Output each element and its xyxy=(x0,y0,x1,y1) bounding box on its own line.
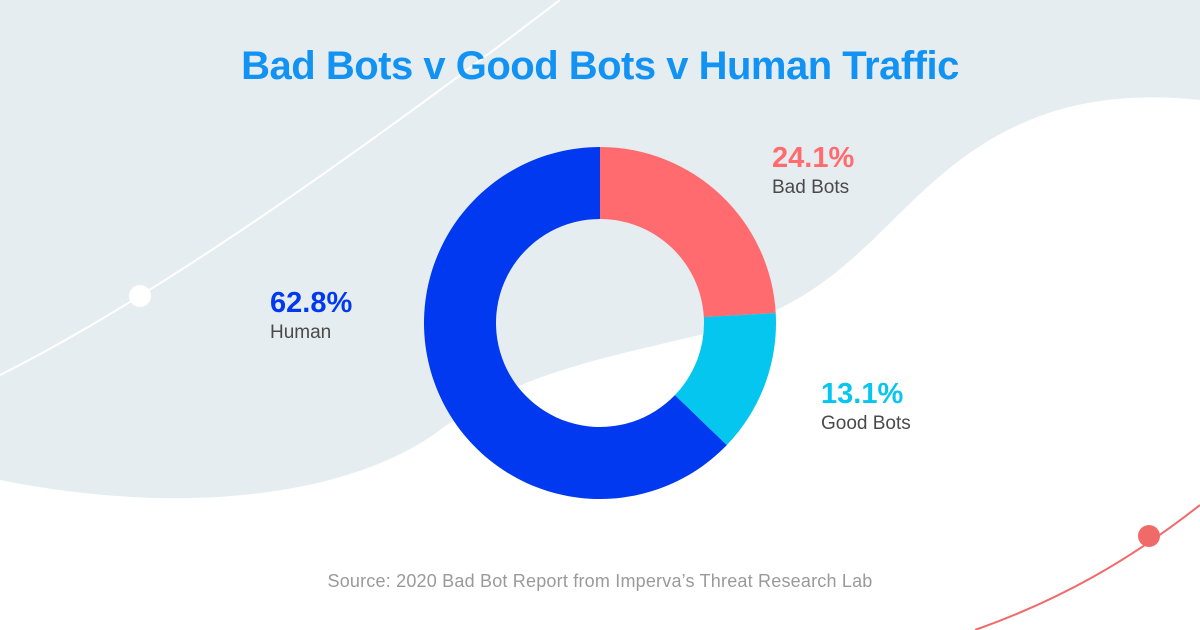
label-bad-bots: 24.1% Bad Bots xyxy=(772,142,854,200)
coral-curve-dot xyxy=(1138,525,1160,547)
white-curve-line xyxy=(0,0,561,376)
donut-hole xyxy=(496,219,704,427)
good-bots-name: Good Bots xyxy=(821,413,911,434)
chart-title: Bad Bots v Good Bots v Human Traffic xyxy=(241,44,959,88)
donut-slice-good-bots xyxy=(674,313,777,446)
label-human: 62.8% Human xyxy=(270,287,352,345)
coral-curve-line xyxy=(974,504,1200,630)
label-good-bots: 13.1% Good Bots xyxy=(821,378,911,436)
donut-slice-human xyxy=(424,147,727,499)
bad-bots-name: Bad Bots xyxy=(772,177,850,198)
human-percent: 62.8% xyxy=(270,287,353,319)
source-note: Source: 2020 Bad Bot Report from Imperva… xyxy=(327,571,873,591)
good-bots-percent: 13.1% xyxy=(821,378,904,410)
bad-bots-percent: 24.1% xyxy=(772,142,855,174)
human-name: Human xyxy=(270,322,332,343)
donut-slices xyxy=(424,147,777,499)
white-curve-dot xyxy=(129,285,151,307)
background-gray-shape xyxy=(0,0,1200,499)
donut-slice-bad-bots xyxy=(600,147,776,318)
